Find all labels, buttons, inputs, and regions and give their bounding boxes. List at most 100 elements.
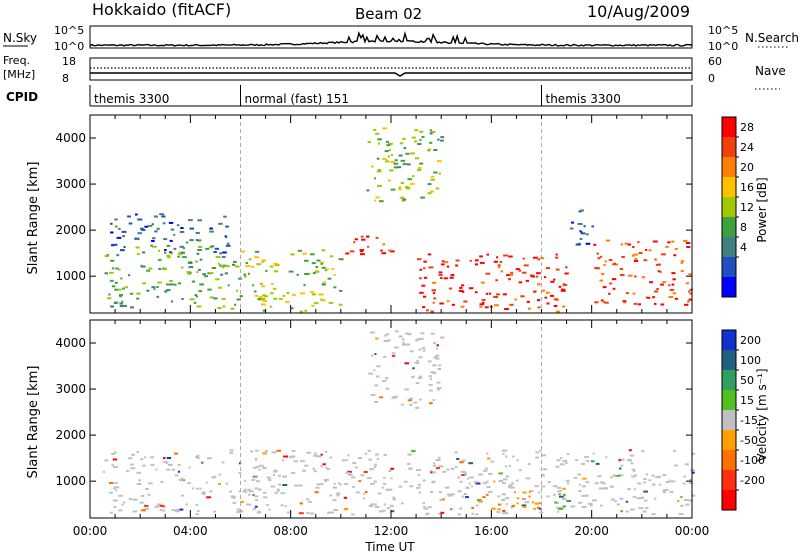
heatmap-cell [181,479,186,482]
heatmap-cell [688,499,693,502]
heatmap-cell [427,253,432,256]
heatmap-cell [297,249,303,252]
x-tick-label: 00:00 [73,524,108,538]
heatmap-cell [209,490,213,493]
heatmap-cell [123,246,126,248]
heatmap-cell [438,364,442,367]
heatmap-cell [402,199,406,202]
heatmap-cell [279,297,283,300]
heatmap-cell [136,292,141,295]
heatmap-cell [422,502,426,505]
heatmap-cell [429,378,433,381]
heatmap-cell [463,493,467,495]
colorbar-swatch [722,137,736,158]
heatmap-cell [427,149,431,152]
heatmap-cell [385,160,390,163]
heatmap-cell [645,473,648,476]
heatmap-cell [446,468,450,471]
heatmap-cell [320,261,325,264]
heatmap-cell [455,259,460,262]
heatmap-cell [188,219,193,222]
heatmap-cell [433,149,438,151]
heatmap-cell [367,449,371,452]
heatmap-cell [130,306,134,309]
heatmap-cell [509,273,514,276]
heatmap-cell [504,465,507,468]
heatmap-cell [554,501,558,504]
heatmap-cell [248,258,252,261]
heatmap-cell [224,272,228,275]
heatmap-cell [465,496,469,499]
heatmap-cell [398,335,403,338]
heatmap-cell [144,225,149,228]
heatmap-cell [302,469,307,472]
heatmap-cell [375,236,379,239]
x-tick-labels: 00:00 04:00 08:00 12:00 16:00 20:00 00:00 [73,524,710,538]
heatmap-cell [486,493,489,496]
heatmap-cell [229,449,234,452]
heatmap-cell [602,301,606,303]
heatmap-cell [638,507,644,510]
heatmap-cell [412,367,415,370]
heatmap-cell [305,498,310,501]
heatmap-cell [346,458,349,461]
cpid-label: CPID [6,90,38,104]
colorbar-swatch [722,257,736,278]
heatmap-cell [353,241,356,244]
heatmap-cell [502,509,506,512]
heatmap-cell [407,163,411,166]
heatmap-cell [432,399,435,402]
date-title: 10/Aug/2009 [587,2,690,21]
heatmap-cell [384,150,389,153]
heatmap-cell [685,282,690,285]
heatmap-cell [315,266,318,268]
heatmap-cell [118,509,123,512]
heatmap-cell [419,138,422,141]
heatmap-cell [321,266,326,269]
heatmap-cell [643,478,647,480]
heatmap-cell [223,215,227,218]
heatmap-cell [618,459,621,462]
nave-label: Nave [755,64,786,78]
heatmap-cell [577,473,582,476]
heatmap-cell [577,223,583,225]
heatmap-cell [159,509,163,512]
heatmap-cell [261,259,267,262]
heatmap-cell [195,295,198,298]
colorbar-tick-label: 8 [740,221,747,234]
heatmap-cell [438,274,443,276]
heatmap-cell [644,499,648,502]
heatmap-cell [314,302,319,305]
heatmap-cell [450,508,453,511]
heatmap-cell [628,449,632,452]
heatmap-cell [388,142,393,145]
heatmap-cell [287,511,290,514]
heatmap-cell [402,343,407,346]
heatmap-cell [601,273,605,275]
heatmap-cell [258,296,264,299]
heatmap-cell [122,235,126,238]
heatmap-cell [322,463,326,466]
heatmap-cell [258,464,264,467]
heatmap-cell [146,289,150,292]
heatmap-cell [329,456,333,459]
heatmap-cell [508,465,511,468]
x-tick-label: 12:00 [374,524,409,538]
heatmap-cell [432,372,437,375]
heatmap-cell [325,466,328,469]
heatmap-cell [609,485,614,488]
heatmap-cell [313,454,319,457]
heatmap-cell [537,306,541,309]
heatmap-cell [182,256,187,259]
heatmap-cell [151,286,156,289]
heatmap-cell [558,285,562,288]
heatmap-cell [137,232,142,235]
heatmap-cell [225,265,230,268]
heatmap-cell [151,223,154,226]
heatmap-cell [162,509,166,512]
heatmap-cell [460,305,465,308]
nsearch-tick-top: 10^5 [708,24,738,37]
heatmap-cell [535,275,539,278]
heatmap-cell [522,506,527,508]
heatmap-cell [417,143,422,145]
